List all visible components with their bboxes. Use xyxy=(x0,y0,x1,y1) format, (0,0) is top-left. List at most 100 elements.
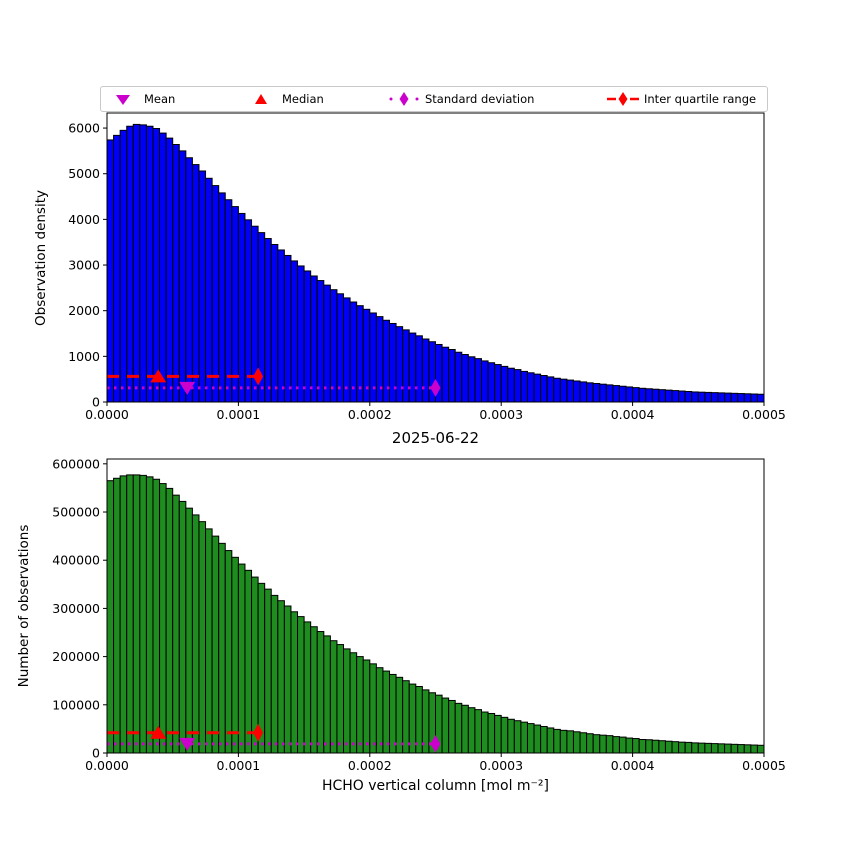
histogram-bar xyxy=(165,487,174,754)
y-tick-label: 0 xyxy=(92,746,100,761)
x-tick-label: 0.0003 xyxy=(479,758,523,773)
histogram-bar xyxy=(191,514,200,754)
y-tick-label: 4000 xyxy=(68,212,100,227)
histogram-bar xyxy=(218,192,226,403)
histogram-bar xyxy=(526,723,535,754)
histogram-bar xyxy=(645,388,653,403)
histogram-bar xyxy=(494,364,502,403)
histogram-bar xyxy=(494,714,502,754)
histogram-bar xyxy=(408,332,417,403)
histogram-bar xyxy=(316,631,325,754)
histogram-bar xyxy=(546,727,555,754)
x-tick-label: 0.0000 xyxy=(85,407,129,422)
histogram-bar xyxy=(211,535,220,754)
histogram-bar xyxy=(389,322,397,403)
histogram-bar xyxy=(730,392,739,403)
x-tick-label: 0.0001 xyxy=(217,407,261,422)
histogram-bar xyxy=(592,734,601,754)
histogram-bar xyxy=(139,474,147,754)
histogram-bar xyxy=(264,238,272,403)
histogram-bar xyxy=(638,739,647,754)
histogram-bar xyxy=(605,735,614,754)
legend-std-dot xyxy=(415,97,419,101)
histogram-bar xyxy=(474,358,482,403)
x-tick-label: 0.0005 xyxy=(742,758,786,773)
histogram-bar xyxy=(730,743,739,754)
histogram-bar xyxy=(185,507,193,754)
legend-item-median: Median xyxy=(244,87,324,111)
std-diamond-dotted-icon xyxy=(389,92,419,106)
histogram-bar xyxy=(513,720,522,754)
legend-label-mean: Mean xyxy=(144,92,176,106)
histogram-bar xyxy=(310,275,318,403)
histogram-bar xyxy=(178,150,187,403)
histogram-bar xyxy=(106,139,115,403)
histogram-bar xyxy=(566,379,574,403)
histogram-bar xyxy=(605,384,614,403)
histogram-bar xyxy=(559,729,568,754)
histogram-bar xyxy=(743,744,752,754)
histogram-bar xyxy=(599,383,607,403)
histogram-bar xyxy=(395,326,404,403)
histogram-bar xyxy=(684,741,693,754)
histogram-bar xyxy=(415,335,423,403)
histogram-bar xyxy=(270,594,279,754)
histogram-bar xyxy=(756,744,765,754)
x-tick-label: 0.0001 xyxy=(217,758,261,773)
histogram-bar xyxy=(651,388,660,403)
legend-label-median: Median xyxy=(282,92,324,106)
y-tick-label: 200000 xyxy=(52,649,100,664)
histogram-bar xyxy=(145,476,154,754)
iqr-diamond-dashed-icon xyxy=(607,92,639,106)
histogram-bar xyxy=(599,734,607,754)
histogram-bar xyxy=(132,123,141,403)
histogram-bar xyxy=(467,707,476,754)
histogram-bar xyxy=(329,289,338,403)
histogram-bar xyxy=(586,382,594,403)
histogram-bar xyxy=(487,712,496,754)
histogram-bar xyxy=(185,157,193,403)
histogram-bar xyxy=(691,742,699,754)
histogram-bar xyxy=(113,477,121,754)
histogram-bar xyxy=(625,386,634,403)
histogram-bar xyxy=(205,528,213,754)
histogram-bar xyxy=(467,356,476,403)
histogram-bar xyxy=(218,542,226,754)
histogram-bar xyxy=(704,391,712,403)
histogram-bar xyxy=(625,737,634,754)
y-tick-label: 400000 xyxy=(52,553,100,568)
top-y-axis-label: Observation density xyxy=(33,190,49,326)
histogram-bar xyxy=(480,711,489,754)
histogram-bar xyxy=(178,500,187,754)
histogram-bar xyxy=(231,206,239,403)
std-diamond-marker xyxy=(430,734,441,753)
legend-std-glyph xyxy=(399,92,409,106)
median-triangle-up-icon xyxy=(255,94,267,104)
histogram-bar xyxy=(126,474,134,754)
iqr-diamond-marker xyxy=(253,367,264,386)
histogram-bar xyxy=(664,389,673,403)
histogram-bar xyxy=(126,125,134,403)
axes-frame xyxy=(106,112,765,403)
legend-iqr-glyph xyxy=(618,92,628,106)
histogram-bar xyxy=(612,385,620,403)
histogram-bar xyxy=(724,392,732,403)
histogram-bar xyxy=(270,243,279,403)
histogram-bar xyxy=(717,743,726,754)
histogram-bar xyxy=(310,626,318,754)
histogram-bar xyxy=(697,391,706,403)
bottom-y-axis-label: Number of observations xyxy=(16,524,32,688)
histogram-bar xyxy=(356,656,364,754)
histogram-bar xyxy=(198,521,207,754)
histogram-bar xyxy=(612,736,620,754)
legend: Mean Median Standard deviation Inter qua… xyxy=(100,86,768,112)
histogram-bar xyxy=(113,134,121,403)
histogram-bar xyxy=(441,697,450,754)
histogram-bar xyxy=(454,351,463,403)
x-tick-label: 0.0002 xyxy=(348,407,392,422)
histogram-bar xyxy=(533,373,542,403)
histogram-bar xyxy=(448,699,456,754)
histogram-bar xyxy=(145,125,154,403)
bottom-x-axis-label: HCHO vertical column [mol m⁻²] xyxy=(321,778,550,794)
mean-marker xyxy=(179,381,196,395)
